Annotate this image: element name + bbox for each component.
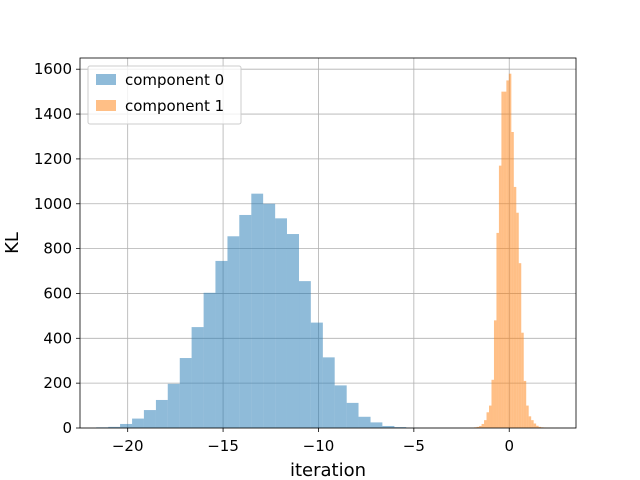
bar-s0-14 bbox=[263, 203, 276, 428]
bar-s1-16 bbox=[508, 73, 512, 429]
bar-s1-4 bbox=[479, 425, 482, 428]
bar-s1-13 bbox=[501, 91, 504, 429]
bar-s0-6 bbox=[167, 383, 180, 428]
x-axis-ticks: −20 −15 −10 −5 0 bbox=[112, 428, 514, 455]
bar-s0-5 bbox=[155, 399, 168, 428]
y-tick-label-8: 1600 bbox=[34, 60, 72, 78]
bar-s1-8 bbox=[489, 405, 492, 428]
bar-s0-19 bbox=[322, 357, 335, 428]
bar-s0-11 bbox=[227, 236, 240, 428]
bar-s1-27 bbox=[536, 425, 539, 428]
legend-swatch-0 bbox=[96, 74, 116, 85]
y-tick-label-5: 1000 bbox=[34, 195, 72, 213]
bar-s1-28 bbox=[538, 426, 542, 428]
bar-s0-1 bbox=[108, 426, 121, 428]
bar-s0-20 bbox=[334, 385, 347, 428]
bar-s1-18 bbox=[513, 186, 517, 428]
bar-s1-6 bbox=[484, 420, 487, 428]
bar-s0-22 bbox=[358, 416, 371, 428]
bar-s1-23 bbox=[526, 405, 529, 428]
bar-s0-15 bbox=[275, 218, 287, 428]
bar-s0-23 bbox=[370, 422, 383, 428]
x-tick-label-4: 0 bbox=[504, 437, 514, 455]
bar-s0-8 bbox=[191, 327, 204, 428]
bar-s1-20 bbox=[518, 263, 522, 428]
bar-s0-17 bbox=[299, 281, 311, 428]
bar-s0-2 bbox=[120, 423, 133, 428]
bar-s0-13 bbox=[251, 193, 264, 428]
y-axis-ticks: 0 200 400 600 800 1000 1200 1400 1600 bbox=[34, 60, 80, 437]
bar-s1-17 bbox=[511, 132, 514, 428]
bar-s0-25 bbox=[394, 427, 407, 428]
bar-s1-26 bbox=[533, 423, 537, 428]
y-tick-label-1: 200 bbox=[43, 374, 72, 392]
bar-s1-9 bbox=[491, 379, 494, 428]
bar-s0-16 bbox=[286, 234, 300, 428]
y-tick-label-6: 1200 bbox=[34, 150, 72, 168]
bar-s1-10 bbox=[493, 320, 497, 428]
legend-swatch-1 bbox=[96, 100, 116, 111]
bar-s0-21 bbox=[346, 402, 359, 428]
bar-s0-18 bbox=[310, 322, 323, 428]
bar-s0-3 bbox=[132, 418, 144, 428]
bar-s1-19 bbox=[516, 212, 519, 428]
bar-s0-12 bbox=[239, 214, 252, 428]
bar-s0-10 bbox=[215, 260, 228, 428]
y-tick-label-0: 0 bbox=[62, 419, 72, 437]
bar-s1-15 bbox=[506, 80, 509, 428]
bar-s1-14 bbox=[503, 91, 507, 429]
legend-label-0: component 0 bbox=[125, 71, 224, 89]
bar-s1-22 bbox=[523, 380, 527, 428]
y-tick-label-4: 800 bbox=[43, 240, 72, 258]
bar-s1-11 bbox=[496, 232, 499, 428]
bar-s0-7 bbox=[179, 358, 192, 428]
bar-s1-21 bbox=[521, 332, 524, 428]
bar-s0-4 bbox=[143, 410, 156, 428]
bar-s1-25 bbox=[531, 420, 534, 428]
bar-s1-24 bbox=[528, 416, 532, 428]
x-tick-label-0: −20 bbox=[112, 437, 144, 455]
legend-label-1: component 1 bbox=[125, 97, 224, 115]
x-tick-label-1: −15 bbox=[207, 437, 239, 455]
histogram-bars bbox=[96, 73, 559, 429]
x-tick-label-3: −5 bbox=[403, 437, 425, 455]
bar-s1-3 bbox=[476, 426, 480, 428]
y-tick-label-7: 1400 bbox=[34, 105, 72, 123]
plot-frame bbox=[79, 57, 577, 429]
legend-box bbox=[87, 65, 242, 125]
x-axis-label: iteration bbox=[290, 460, 366, 480]
x-tick-label-2: −10 bbox=[303, 437, 335, 455]
y-axis-label: KL bbox=[2, 232, 23, 254]
bar-s0-9 bbox=[203, 292, 216, 428]
bar-s1-5 bbox=[481, 423, 485, 428]
bar-s1-7 bbox=[486, 412, 490, 428]
bar-s1-12 bbox=[498, 165, 502, 429]
legend: component 0 component 1 bbox=[87, 65, 242, 125]
y-tick-label-2: 400 bbox=[43, 329, 72, 347]
y-tick-label-3: 600 bbox=[43, 284, 72, 302]
bar-s0-24 bbox=[382, 425, 395, 428]
